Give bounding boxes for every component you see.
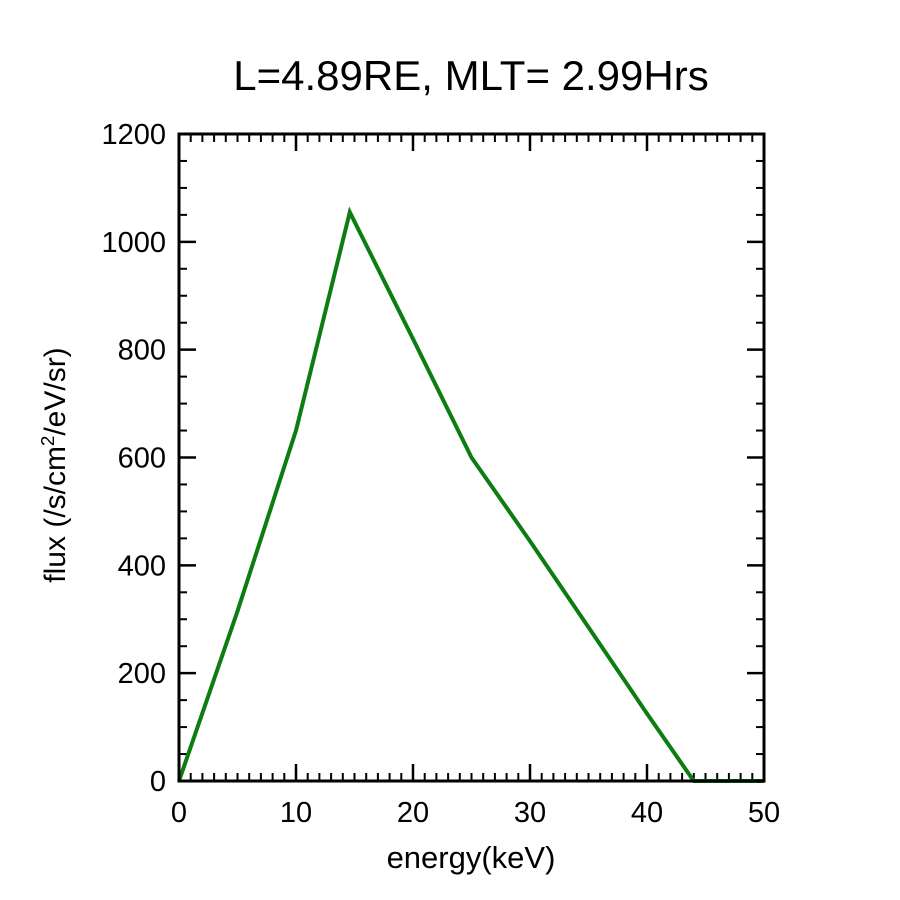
y-tick-label: 600 — [118, 443, 166, 475]
y-tick-label: 400 — [118, 550, 166, 582]
x-tick-label: 50 — [748, 797, 780, 829]
chart-title: L=4.89RE, MLT= 2.99Hrs — [233, 52, 709, 99]
data-series — [177, 206, 764, 783]
y-tick-label: 1000 — [101, 227, 166, 259]
y-tick-label: 0 — [150, 766, 166, 798]
x-tick-label: 40 — [631, 797, 663, 829]
x-axis-label: energy(keV) — [386, 840, 556, 875]
flux-line — [177, 206, 764, 783]
x-tick-label: 0 — [171, 797, 187, 829]
y-axis-label-text: flux (/s/cm2/eV/sr) — [37, 347, 72, 583]
tick-labels: 0 10 20 30 40 50 0 200 400 600 800 1000 1200 — [101, 119, 780, 829]
plot-frame — [177, 132, 766, 783]
x-tick-label: 30 — [514, 797, 546, 829]
y-tick-label: 200 — [118, 658, 166, 690]
y-axis-label: flux (/s/cm2/eV/sr) — [37, 265, 79, 665]
y-tick-label: 800 — [118, 335, 166, 367]
x-tick-label: 20 — [397, 797, 429, 829]
y-tick-label: 1200 — [101, 119, 166, 151]
x-tick-label: 10 — [280, 797, 312, 829]
